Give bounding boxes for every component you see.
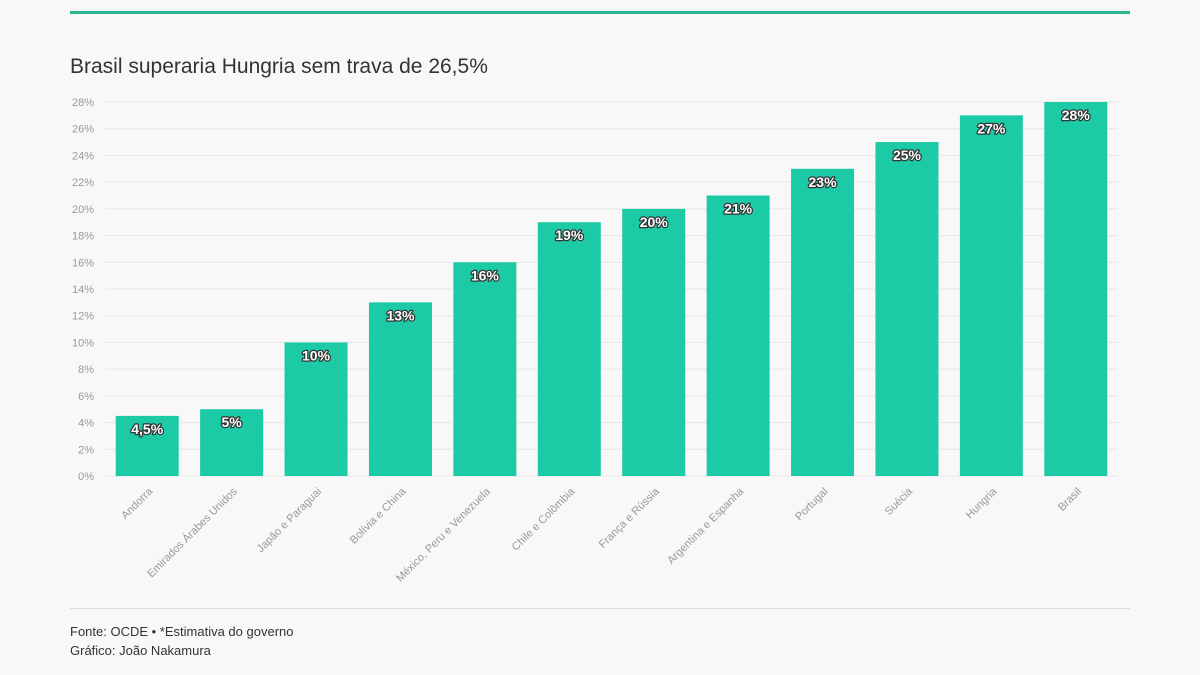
y-tick-label: 18%: [72, 231, 94, 243]
x-tick-label: Argentina e Espanha: [665, 485, 747, 567]
x-tick-label: Andorra: [119, 485, 156, 522]
bar: [284, 342, 348, 476]
bar: [622, 208, 686, 476]
bar: [368, 302, 432, 476]
data-label: 28%: [1062, 107, 1091, 123]
data-label: 19%: [555, 227, 584, 243]
y-tick-label: 4%: [78, 418, 94, 430]
y-tick-label: 12%: [72, 311, 94, 323]
data-label: 4,5%: [131, 421, 163, 437]
data-label: 21%: [724, 201, 753, 217]
y-tick-label: 24%: [72, 150, 94, 162]
y-tick-label: 8%: [78, 364, 94, 376]
bars: [115, 102, 1108, 477]
x-tick-label: Japão e Paraguai: [255, 486, 324, 555]
y-tick-label: 14%: [72, 284, 94, 296]
x-tick-label: Brasil: [1056, 486, 1084, 514]
y-tick-label: 22%: [72, 177, 94, 189]
credit-note: Gráfico: João Nakamura: [70, 643, 211, 658]
data-label: 10%: [302, 347, 331, 363]
bar: [537, 222, 601, 476]
y-tick-label: 16%: [72, 257, 94, 269]
y-tick-label: 28%: [72, 97, 94, 109]
y-tick-label: 20%: [72, 204, 94, 216]
data-label: 25%: [893, 147, 922, 163]
x-tick-label: Suécia: [883, 485, 916, 518]
bar: [875, 142, 939, 477]
x-tick-label: México, Peru e Venezuela: [394, 485, 493, 584]
bar-chart: 0% 2% 4% 6% 8% 10% 12% 14% 16% 18% 20% 22% 24% 26% 28%…: [72, 97, 1118, 585]
bar: [115, 415, 179, 476]
data-label: 16%: [471, 267, 500, 283]
x-tick-label: Emirados Árabes Unidos: [145, 485, 241, 581]
y-tick-label: 10%: [72, 337, 94, 349]
top-accent-rule: [70, 11, 1130, 14]
x-tick-label: Hungria: [964, 485, 1000, 521]
source-note: Fonte: OCDE • *Estimativa do governo: [70, 624, 294, 639]
data-label: 23%: [809, 174, 838, 190]
data-labels: 4,5% 5% 10% 13% 16% 19% 20% 21% 23% 25% 27% 28%: [130, 106, 1092, 438]
x-tick-label: Portugal: [793, 486, 830, 523]
bar: [453, 262, 517, 476]
bar: [200, 409, 264, 476]
data-label: 5%: [222, 414, 243, 430]
data-label: 20%: [640, 214, 669, 230]
bar: [791, 168, 855, 477]
y-tick-label: 6%: [78, 391, 94, 403]
bar: [959, 115, 1023, 476]
x-tick-label: França e Rússia: [597, 485, 663, 551]
grid-lines: [105, 101, 1118, 477]
y-tick-label: 26%: [72, 124, 94, 136]
x-tick-label: Chile e Colômbia: [510, 485, 578, 553]
chart-title: Brasil superaria Hungria sem trava de 26…: [70, 55, 488, 78]
data-label: 27%: [977, 120, 1006, 136]
y-tick-label: 0%: [78, 471, 94, 483]
y-axis-ticks: 0% 2% 4% 6% 8% 10% 12% 14% 16% 18% 20% 22% 24% 26% 28%: [72, 97, 94, 483]
bar: [706, 195, 770, 476]
footer-divider: [70, 608, 1130, 609]
data-label: 13%: [386, 307, 415, 323]
x-tick-label: Bolívia e China: [348, 485, 409, 546]
y-tick-label: 2%: [78, 444, 94, 456]
bar: [1044, 102, 1108, 476]
